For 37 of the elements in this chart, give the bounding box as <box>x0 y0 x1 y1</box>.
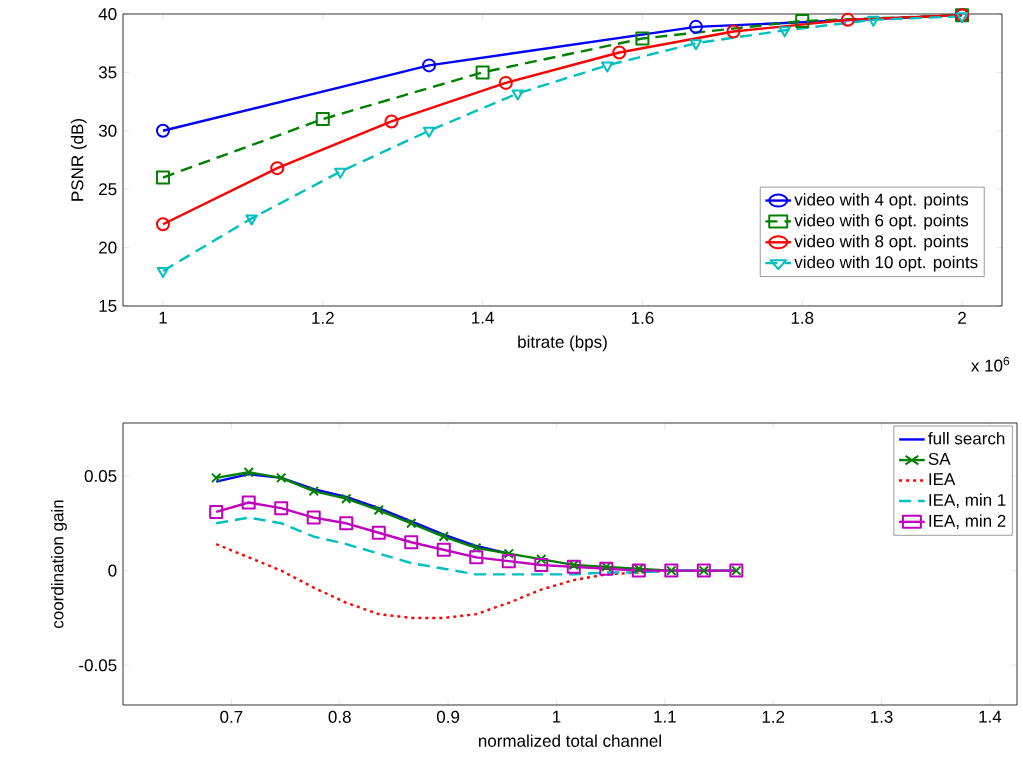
y-tick-label: -0.05 <box>79 659 117 672</box>
legend-label: full search <box>928 432 1005 445</box>
legend-label: video with 10 opt. points <box>794 255 978 272</box>
x-axis-title: bitrate (bps) <box>518 335 607 352</box>
y-axis-title: PSNR (dB) <box>70 119 87 201</box>
y-tick-label: 15 <box>99 300 117 312</box>
legend-label: IEA, min 1 <box>929 493 1006 509</box>
x-tick-label: 0.8 <box>328 710 351 723</box>
x-tick-label: 1.4 <box>979 710 1002 723</box>
x-tick-label: 2 <box>958 311 966 324</box>
x-tick-label: 1 <box>159 311 167 324</box>
x-tick-label: 1.8 <box>791 311 814 324</box>
x-tick-label: 0.7 <box>220 710 243 723</box>
y-tick-label: 30 <box>98 124 117 137</box>
legend-label: SA <box>928 452 951 465</box>
legend-label: video with 4 opt. points <box>794 193 969 209</box>
text: x 10$^{6}$ <box>971 356 1010 372</box>
x-tick-label: 1 <box>553 710 561 723</box>
legend-label: IEA, min 2 <box>929 514 1006 529</box>
y-tick-label: 0.05 <box>84 469 117 483</box>
y-tick-label: 20 <box>99 241 117 254</box>
x-tick-label: 0.9 <box>436 710 460 723</box>
x-axis-title: normalized total channel <box>478 734 661 747</box>
y-tick-label: 25 <box>99 183 117 196</box>
legend-label: video with 6 opt. points <box>794 213 969 230</box>
legend-label: video with 8 opt. points <box>794 234 969 251</box>
x-tick-label: 1.3 <box>871 710 893 723</box>
x-tick-label: 1.1 <box>654 710 676 723</box>
y-axis-title: coordination gain <box>51 500 67 629</box>
legend-label: IEA <box>929 473 956 485</box>
x-tick-label: 1.6 <box>631 311 654 324</box>
y-tick-label: 40 <box>98 7 117 21</box>
y-tick-label: 35 <box>98 66 117 79</box>
x-tick-label: 1.4 <box>472 311 494 324</box>
x-tick-label: 1.2 <box>762 710 785 723</box>
y-tick-label: 0 <box>108 564 117 577</box>
x-tick-label: 1.2 <box>312 311 334 324</box>
